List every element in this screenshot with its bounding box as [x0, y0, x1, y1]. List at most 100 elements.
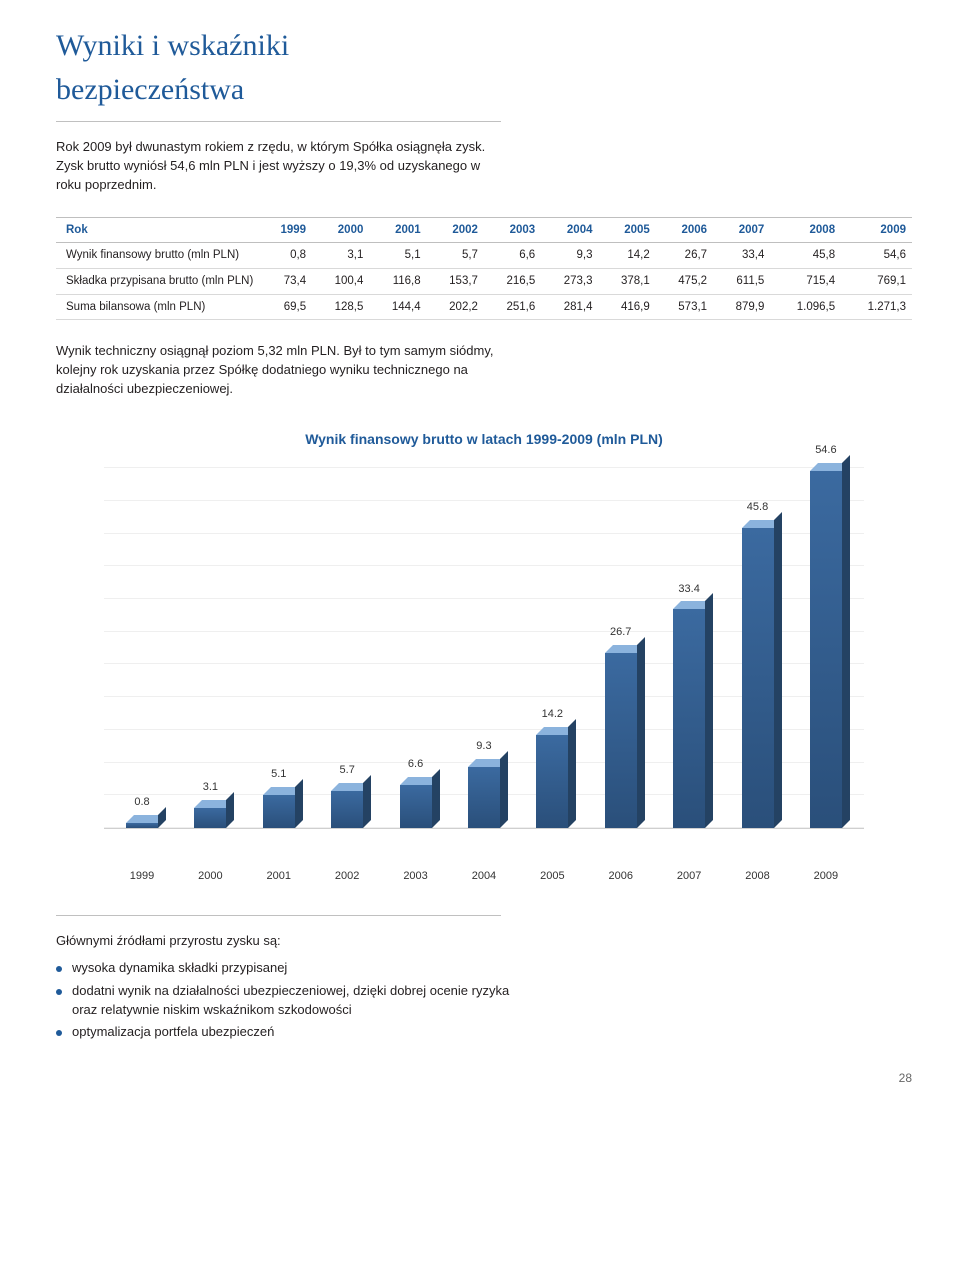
x-axis-label: 2008 [728, 869, 788, 885]
list-item: dodatni wynik na działalności ubezpiecze… [56, 982, 527, 1020]
x-axis-label: 2007 [659, 869, 719, 885]
bar-value-label: 26.7 [610, 625, 631, 641]
header-year: 1999 [259, 217, 312, 243]
table-cell: 0,8 [259, 243, 312, 269]
chart-bar: 6.6 [386, 757, 446, 828]
table-cell: 475,2 [656, 268, 713, 294]
table-cell: 128,5 [312, 294, 369, 320]
table-cell: 5,1 [369, 243, 426, 269]
table-cell: 769,1 [841, 268, 912, 294]
x-axis-label: 2001 [249, 869, 309, 885]
chart-title: Wynik finansowy brutto w latach 1999-200… [56, 429, 912, 449]
chart-bar: 14.2 [522, 707, 582, 828]
header-year: 2006 [656, 217, 713, 243]
table-cell: 14,2 [599, 243, 656, 269]
header-year: 2002 [427, 217, 484, 243]
table-cell: 573,1 [656, 294, 713, 320]
chart-bar: 5.1 [249, 767, 309, 828]
technical-paragraph: Wynik techniczny osiągnął poziom 5,32 ml… [56, 342, 501, 399]
title-line-2: bezpieczeństwa [56, 68, 912, 112]
table-cell: 5,7 [427, 243, 484, 269]
chart-bar: 54.6 [796, 443, 856, 828]
row-label: Suma bilansowa (mln PLN) [56, 294, 259, 320]
header-year: 2003 [484, 217, 541, 243]
table-cell: 202,2 [427, 294, 484, 320]
header-year: 2000 [312, 217, 369, 243]
bar-value-label: 14.2 [542, 707, 563, 723]
header-year: 2004 [541, 217, 598, 243]
intro-paragraph: Rok 2009 był dwunastym rokiem z rzędu, w… [56, 138, 501, 195]
header-year: 2005 [599, 217, 656, 243]
chart-bar: 45.8 [728, 500, 788, 828]
bar-value-label: 54.6 [815, 443, 836, 459]
table-cell: 26,7 [656, 243, 713, 269]
table-cell: 1.096,5 [770, 294, 841, 320]
row-label: Wynik finansowy brutto (mln PLN) [56, 243, 259, 269]
page-number: 28 [56, 1070, 912, 1087]
header-year: 2009 [841, 217, 912, 243]
bar-chart: 0.83.15.15.76.69.314.226.733.445.854.6 [104, 469, 864, 829]
header-year: 2008 [770, 217, 841, 243]
sources-list: wysoka dynamika składki przypisanej dodat… [56, 959, 527, 1042]
table-cell: 715,4 [770, 268, 841, 294]
bar-value-label: 5.1 [271, 767, 286, 783]
bar-value-label: 45.8 [747, 500, 768, 516]
chart-bar: 5.7 [317, 763, 377, 828]
table-cell: 69,5 [259, 294, 312, 320]
title-separator [56, 121, 501, 122]
title-line-1: Wyniki i wskaźniki [56, 29, 289, 62]
table-cell: 251,6 [484, 294, 541, 320]
table-cell: 73,4 [259, 268, 312, 294]
x-axis-label: 2000 [180, 869, 240, 885]
table-cell: 1.271,3 [841, 294, 912, 320]
table-cell: 3,1 [312, 243, 369, 269]
row-label: Składka przypisana brutto (mln PLN) [56, 268, 259, 294]
table-cell: 216,5 [484, 268, 541, 294]
bar-value-label: 0.8 [134, 795, 149, 811]
table-cell: 273,3 [541, 268, 598, 294]
chart-bar: 3.1 [180, 780, 240, 828]
table-cell: 9,3 [541, 243, 598, 269]
table-row: Wynik finansowy brutto (mln PLN)0,83,15,… [56, 243, 912, 269]
page-title: Wyniki i wskaźniki bezpieczeństwa [56, 24, 912, 111]
table-header-row: Rok 199920002001200220032004200520062007… [56, 217, 912, 243]
table-cell: 611,5 [713, 268, 770, 294]
x-axis-label: 2009 [796, 869, 856, 885]
list-item: optymalizacja portfela ubezpieczeń [56, 1023, 527, 1042]
header-first: Rok [56, 217, 259, 243]
chart-bar: 33.4 [659, 582, 719, 829]
list-item: wysoka dynamika składki przypisanej [56, 959, 527, 978]
table-cell: 100,4 [312, 268, 369, 294]
table-cell: 153,7 [427, 268, 484, 294]
table-cell: 33,4 [713, 243, 770, 269]
table-cell: 54,6 [841, 243, 912, 269]
x-axis-label: 1999 [112, 869, 172, 885]
table-cell: 416,9 [599, 294, 656, 320]
table-row: Składka przypisana brutto (mln PLN)73,41… [56, 268, 912, 294]
table-cell: 116,8 [369, 268, 426, 294]
chart-bar: 9.3 [454, 739, 514, 828]
table-cell: 879,9 [713, 294, 770, 320]
x-axis-label: 2004 [454, 869, 514, 885]
x-axis-label: 2006 [591, 869, 651, 885]
table-cell: 45,8 [770, 243, 841, 269]
bar-value-label: 9.3 [476, 739, 491, 755]
chart-bar: 0.8 [112, 795, 172, 828]
table-cell: 281,4 [541, 294, 598, 320]
bar-value-label: 5.7 [340, 763, 355, 779]
sources-separator [56, 915, 501, 916]
chart-x-axis: 1999200020012002200320042005200620072008… [104, 869, 864, 885]
x-axis-label: 2002 [317, 869, 377, 885]
sources-heading: Głównymi źródłami przyrostu zysku są: [56, 932, 912, 951]
table-cell: 144,4 [369, 294, 426, 320]
x-axis-label: 2003 [386, 869, 446, 885]
bar-value-label: 6.6 [408, 757, 423, 773]
bar-value-label: 3.1 [203, 780, 218, 796]
table-cell: 6,6 [484, 243, 541, 269]
chart-bar: 26.7 [591, 625, 651, 828]
table-cell: 378,1 [599, 268, 656, 294]
results-table: Rok 199920002001200220032004200520062007… [56, 217, 912, 321]
header-year: 2007 [713, 217, 770, 243]
header-year: 2001 [369, 217, 426, 243]
bar-value-label: 33.4 [678, 582, 699, 598]
